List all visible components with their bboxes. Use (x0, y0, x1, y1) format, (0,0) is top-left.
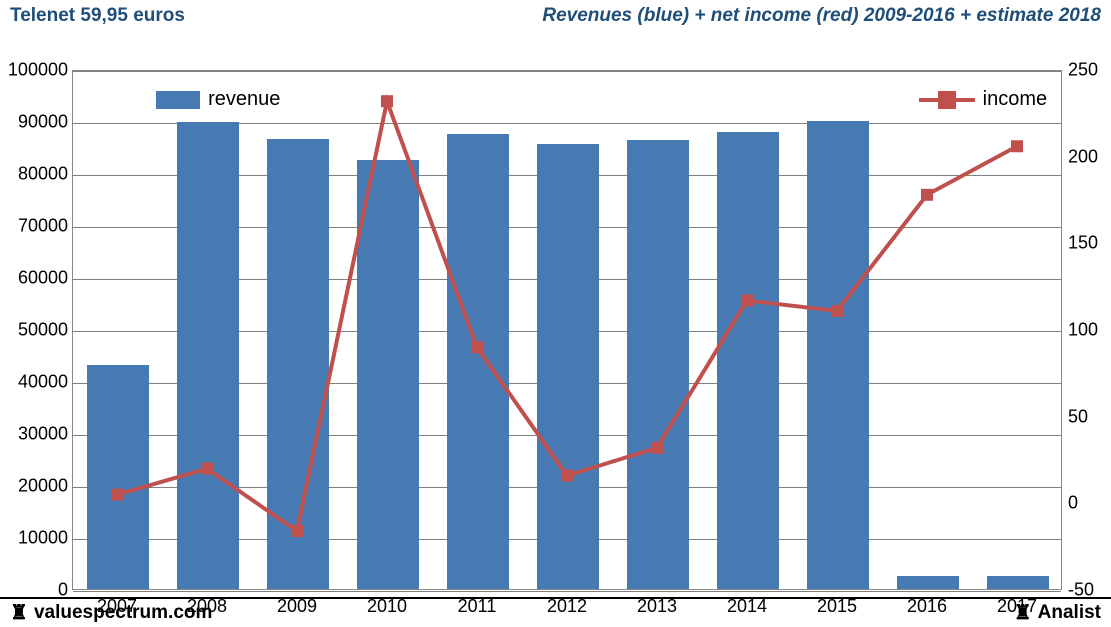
y-left-tick-40000: 40000 (18, 372, 68, 393)
y-left-tick-50000: 50000 (18, 320, 68, 341)
bar-2014 (717, 132, 778, 589)
chart-header: Telenet 59,95 euros Revenues (blue) + ne… (0, 0, 1111, 30)
y-right-tick-0: 0 (1068, 493, 1078, 514)
y-right-tick-50: 50 (1068, 406, 1088, 427)
bar-2017 (987, 576, 1048, 589)
y-left-tick-10000: 10000 (18, 528, 68, 549)
rook-icon: ♜ (10, 603, 28, 623)
gridline (73, 591, 1061, 592)
legend-revenue-label: revenue (208, 88, 280, 111)
title-left: Telenet 59,95 euros (10, 5, 185, 27)
title-right: Revenues (blue) + net income (red) 2009-… (542, 5, 1101, 27)
bar-2015 (807, 121, 868, 589)
legend-income-label: income (983, 88, 1047, 111)
chart-card: Telenet 59,95 euros Revenues (blue) + ne… (0, 0, 1111, 627)
bar-2008 (177, 122, 238, 589)
legend-revenue: revenue (156, 88, 280, 111)
y-right-tick-100: 100 (1068, 320, 1098, 341)
footer-left-text: valuespectrum.com (34, 602, 212, 624)
y-left-tick-60000: 60000 (18, 268, 68, 289)
footer-left: ♜ valuespectrum.com (10, 602, 212, 624)
y-left-tick-30000: 30000 (18, 424, 68, 445)
bar-2016 (897, 576, 958, 589)
legend-income-sample (919, 90, 975, 110)
bar-2010 (357, 160, 418, 589)
bar-2013 (627, 140, 688, 589)
footer: ♜ valuespectrum.com ♜ Analist (0, 597, 1111, 627)
rook-icon: ♜ (1014, 603, 1032, 623)
footer-right-text: Analist (1038, 602, 1101, 624)
y-left-tick-100000: 100000 (8, 60, 68, 81)
gridline (73, 71, 1061, 72)
y-right-tick-150: 150 (1068, 233, 1098, 254)
plot-frame (72, 70, 1062, 590)
legend-income: income (919, 88, 1047, 111)
chart-area: revenue income 0 10000 20000 30000 40000 5000… (0, 30, 1111, 627)
bar-2009 (267, 139, 328, 589)
y-right-tick-250: 250 (1068, 60, 1098, 81)
y-left-tick-20000: 20000 (18, 476, 68, 497)
y-left-tick-90000: 90000 (18, 112, 68, 133)
y-right-tick-200: 200 (1068, 146, 1098, 167)
y-left-tick-80000: 80000 (18, 164, 68, 185)
footer-right: ♜ Analist (1014, 602, 1101, 624)
y-left-tick-70000: 70000 (18, 216, 68, 237)
bar-2007 (87, 365, 148, 589)
bar-2011 (447, 134, 508, 589)
bar-2012 (537, 144, 598, 589)
legend-revenue-swatch (156, 91, 200, 109)
